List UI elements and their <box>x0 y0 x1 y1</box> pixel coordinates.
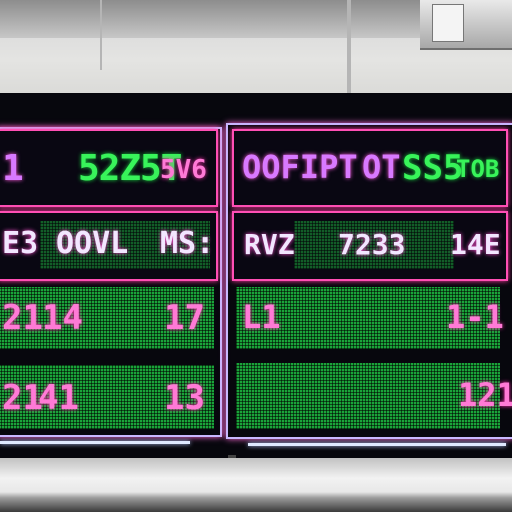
right-header-mid: OT <box>362 148 401 186</box>
left-cell-1-left: 21 <box>2 298 43 338</box>
bottom-light-strip <box>248 443 506 446</box>
led-matrix <box>294 221 454 269</box>
left-row2-b: OOVL <box>56 226 129 261</box>
ceiling <box>0 0 512 100</box>
left-cell-2-mid: 41 <box>38 378 79 418</box>
power-indicator <box>228 455 236 460</box>
left-header-code: 1 <box>2 148 24 189</box>
ceiling-fixture <box>420 0 512 50</box>
scoreboard: 1 52Z5T 5V6 E3 OOVL MS: 21 14 17 21 41 1… <box>0 93 512 463</box>
right-cell-1-right: 1-1 <box>446 298 504 336</box>
left-cell-2-left: 21 <box>2 378 43 418</box>
right-second-row: RVZ 7233 14E <box>232 211 508 281</box>
left-header-row: 1 52Z5T 5V6 <box>0 129 218 207</box>
right-cell-2-right: 121 <box>458 376 512 414</box>
ceiling-pipe <box>100 0 102 70</box>
left-display-panel: 1 52Z5T 5V6 E3 OOVL MS: 21 14 17 21 41 1… <box>0 127 222 437</box>
left-header-big: 52Z5T <box>78 148 182 189</box>
right-cell-2: 121 <box>236 363 512 429</box>
left-cell-1-mid: 14 <box>42 298 83 338</box>
right-display-panel: OOFIPT OT SS5 TOB RVZ 7233 14E L1 1-1 12… <box>226 123 512 439</box>
right-cell-1: L1 1-1 <box>236 287 504 349</box>
left-cell-1-right: 17 <box>164 298 205 338</box>
bottom-light-strip <box>0 441 190 444</box>
floor-ledge <box>0 458 512 512</box>
right-header-small: TOB <box>456 155 500 183</box>
left-row2-a: E3 <box>2 226 39 261</box>
left-row2-c: MS: <box>160 226 215 261</box>
right-row2-b: 7233 <box>338 228 406 261</box>
ceiling-pipe <box>347 0 351 95</box>
left-second-row: E3 OOVL MS: <box>0 211 218 281</box>
right-cell-1-left: L1 <box>242 298 281 336</box>
left-cell-1: 21 14 17 <box>0 287 214 349</box>
right-row2-c: 14E <box>450 228 501 261</box>
led-matrix <box>40 221 210 269</box>
right-row2-a: RVZ <box>244 228 295 261</box>
left-cell-2: 21 41 13 <box>0 365 214 429</box>
right-header-big: SS5 <box>402 148 464 188</box>
left-cell-2-right: 13 <box>164 378 205 418</box>
left-header-small: 5V6 <box>160 155 207 185</box>
right-header-code: OOFIPT <box>242 148 358 186</box>
right-header-row: OOFIPT OT SS5 TOB <box>232 129 508 207</box>
